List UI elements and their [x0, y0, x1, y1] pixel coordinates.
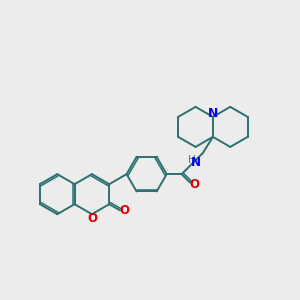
Text: O: O: [119, 204, 129, 217]
Text: N: N: [191, 156, 201, 169]
Text: O: O: [87, 212, 97, 225]
Text: H: H: [188, 155, 195, 165]
Text: O: O: [189, 178, 199, 190]
Text: N: N: [208, 107, 218, 120]
